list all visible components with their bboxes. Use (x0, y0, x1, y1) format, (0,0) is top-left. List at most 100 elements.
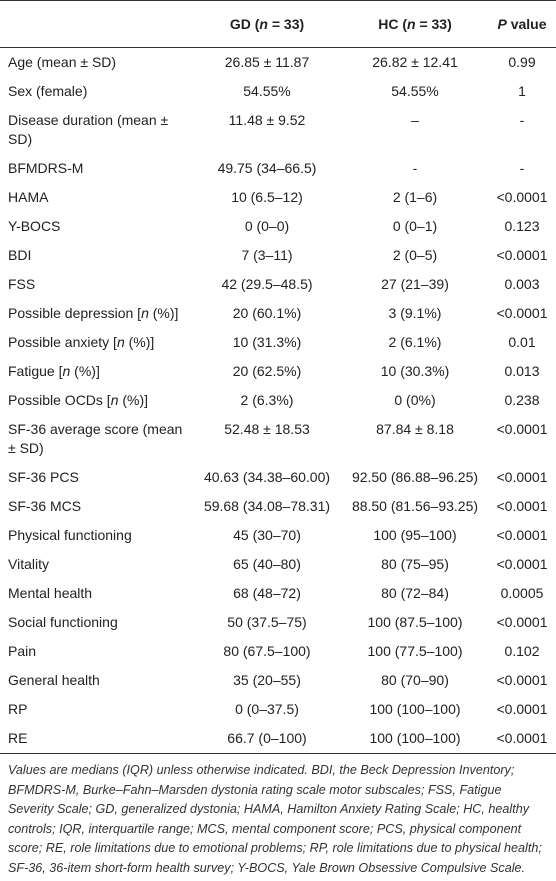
cell: - (519, 112, 525, 128)
cell: 11.48 ± 9.52 (228, 112, 306, 128)
table-row: Mental health 68 (48–72) 80 (72–84) 0.0005 (0, 579, 556, 608)
cell: 80 (72–84) (381, 585, 449, 601)
italic-text: n (407, 15, 416, 32)
cell: 10 (6.5–12) (231, 189, 303, 205)
cell: <0.0001 (496, 421, 548, 437)
italic-text: P (497, 15, 507, 32)
cell: 20 (60.1%) (232, 305, 302, 321)
cell: 40.63 (34.38–60.00) (203, 469, 331, 485)
cell: 80 (75–95) (381, 556, 449, 572)
row-label: Social functioning (8, 614, 118, 630)
row-label: Possible depression [n (%)] (0, 299, 192, 328)
cell: <0.0001 (496, 305, 548, 321)
table-row: Possible OCDs [n (%)] 2 (6.3%) 0 (0%) 0.238 (0, 386, 556, 415)
cell: 88.50 (81.56–93.25) (351, 498, 479, 514)
row-label: General health (8, 672, 100, 688)
cell: <0.0001 (496, 469, 548, 485)
cell: <0.0001 (496, 614, 548, 630)
row-label: Pain (8, 643, 37, 659)
cell: – (411, 112, 419, 128)
cell: 2 (0–5) (392, 247, 438, 263)
table-row: RE 66.7 (0–100) 100 (100–100) <0.0001 (0, 724, 556, 754)
row-label: FSS (8, 276, 36, 292)
text: = 33) (267, 15, 305, 32)
table-row: Fatigue [n (%)] 20 (62.5%) 10 (30.3%) 0.013 (0, 357, 556, 386)
header-row: GD (n = 33) HC (n = 33) P value (0, 0, 556, 48)
table-row: SF-36 PCS 40.63 (34.38–60.00) 92.50 (86.88… (0, 463, 556, 492)
italic-text: n (110, 392, 119, 408)
cell: 0 (0%) (394, 392, 436, 408)
table-row: SF-36 average score (mean ± SD) 52.48 ± 1… (0, 415, 556, 463)
row-label: HAMA (8, 189, 49, 205)
cell: 0.003 (504, 276, 540, 292)
row-label: BDI (8, 247, 32, 263)
cell: <0.0001 (496, 189, 548, 205)
cell: 59.68 (34.08–78.31) (203, 498, 331, 514)
cell: <0.0001 (496, 247, 548, 263)
row-label: Physical functioning (8, 527, 132, 543)
table-row: Disease duration (mean ± SD) 11.48 ± 9.52… (0, 106, 556, 154)
cell: 10 (31.3%) (232, 334, 302, 350)
text: Fatigue [ (8, 363, 63, 379)
cell: 0 (0–37.5) (235, 701, 299, 717)
text: = 33) (415, 15, 452, 32)
cell: 54.55% (391, 83, 439, 99)
row-label: Possible anxiety [n (%)] (0, 328, 192, 357)
row-label: SF-36 MCS (8, 498, 82, 514)
header-cell: GD (n = 33) (192, 0, 342, 48)
table-row: SF-36 MCS 59.68 (34.08–78.31) 88.50 (81.56… (0, 492, 556, 521)
italic-text: n (141, 305, 149, 321)
cell: 65 (40–80) (233, 556, 301, 572)
table-body: Age (mean ± SD) 26.85 ± 11.87 26.82 ± 12.4… (0, 48, 556, 754)
cell: 20 (62.5%) (232, 363, 302, 379)
row-label: Age (mean ± SD) (8, 54, 117, 70)
cell: 92.50 (86.88–96.25) (351, 469, 479, 485)
cell: 0.01 (508, 334, 536, 350)
cell: 0.123 (504, 218, 540, 234)
row-label: RP (8, 701, 28, 717)
cell: - (412, 160, 418, 176)
cell: <0.0001 (488, 724, 556, 754)
cell: <0.0001 (496, 672, 548, 688)
cell: <0.0001 (496, 701, 548, 717)
cell: 100 (77.5–100) (367, 643, 463, 659)
row-label: SF-36 PCS (8, 469, 79, 485)
cell: 50 (37.5–75) (227, 614, 307, 630)
table-row: Possible depression [n (%)] 20 (60.1%) 3 (… (0, 299, 556, 328)
table-row: Pain 80 (67.5–100) 100 (77.5–100) 0.102 (0, 637, 556, 666)
header-cell: HC (n = 33) (342, 0, 488, 48)
table-row: Vitality 65 (40–80) 80 (75–95) <0.0001 (0, 550, 556, 579)
cell: 2 (6.3%) (240, 392, 294, 408)
cell: 2 (1–6) (392, 189, 438, 205)
text: Possible anxiety [ (8, 334, 117, 350)
text: (%)] (118, 392, 149, 408)
cell: 80 (67.5–100) (223, 643, 311, 659)
row-label: Vitality (8, 556, 49, 572)
cell: 87.84 ± 8.18 (376, 421, 454, 437)
table-row: BDI 7 (3–11) 2 (0–5) <0.0001 (0, 241, 556, 270)
table-row: FSS 42 (29.5–48.5) 27 (21–39) 0.003 (0, 270, 556, 299)
cell: <0.0001 (496, 527, 548, 543)
cell: 42 (29.5–48.5) (221, 276, 313, 292)
text: value (506, 15, 547, 32)
row-label: Mental health (8, 585, 93, 601)
row-label: RE (0, 724, 192, 754)
text: (%)] (124, 334, 155, 350)
data-table: GD (n = 33) HC (n = 33) P value Age (mean … (0, 0, 556, 754)
row-label: Possible OCDs [n (%)] (0, 386, 192, 415)
row-label: Fatigue [n (%)] (0, 357, 192, 386)
cell: 45 (30–70) (233, 527, 301, 543)
cell: <0.0001 (496, 498, 548, 514)
footnote: Values are medians (IQR) unless otherwis… (8, 763, 542, 875)
cell: 2 (6.1%) (388, 334, 442, 350)
cell: 66.7 (0–100) (192, 724, 342, 754)
cell: 54.55% (243, 83, 291, 99)
row-label: BFMDRS-M (8, 160, 84, 176)
cell: 1 (518, 83, 526, 99)
italic-text: n (62, 363, 71, 379)
table-row: Social functioning 50 (37.5–75) 100 (87.5–… (0, 608, 556, 637)
table-row: Physical functioning 45 (30–70) 100 (95–10… (0, 521, 556, 550)
table-row: Possible anxiety [n (%)] 10 (31.3%) 2 (6.1… (0, 328, 556, 357)
